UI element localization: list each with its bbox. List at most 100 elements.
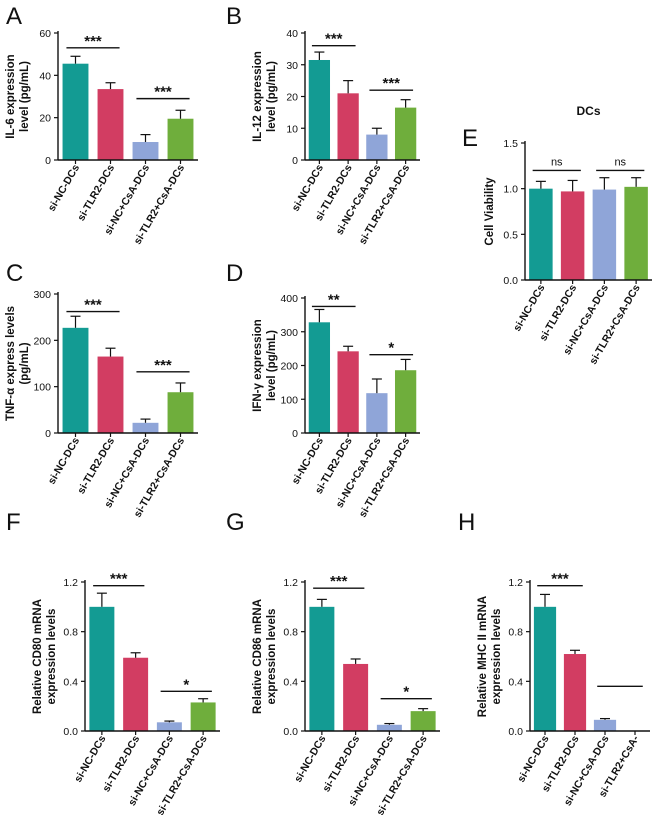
bar-b-3 [366,134,388,160]
panel-label-e: E [462,125,478,152]
y-tick-label-b-2: 20 [286,92,298,104]
y-tick-label-c-1: 100 [33,382,51,394]
bar-g-4 [410,711,436,731]
sig-label-a-2: *** [154,84,172,101]
sig-label-h-1: *** [551,571,569,588]
y-tick-label-b-0: 0 [292,155,298,167]
panel-label-g: G [226,509,245,536]
y-axis-label-f-1: Relative CD80 mRNA [32,599,44,714]
x-tick-label-e-1: si-NC-DCs [511,282,547,333]
bar-f-2 [123,657,149,731]
y-tick-label-e-3: 1.5 [503,138,518,150]
bar-f-4 [190,702,216,731]
bar-e-2 [560,191,585,280]
sig-label-b-2: *** [382,75,400,92]
bar-d-4 [394,370,417,433]
y-axis-label-g-2: expression levels [266,609,278,705]
bar-b-4 [394,107,417,160]
y-tick-label-e-1: 0.5 [503,229,518,241]
panel-label-a: A [6,3,22,30]
panel-g: G0.00.40.81.2si-NC-DCssi-TLR2-DCssi-NC+C… [226,509,440,815]
y-axis-label-a-1: IL-6 expression [5,54,17,138]
bar-d-3 [366,393,388,433]
sig-label-d-2: * [388,340,394,357]
x-tick-label-g-1: si-NC-DCs [292,733,328,784]
y-tick-label-d-4: 400 [280,293,298,305]
bar-d-2 [337,351,359,433]
panel-e: EDCs0.00.51.01.5si-NC-DCssi-TLR2-DCssi-N… [462,104,652,367]
y-tick-label-e-0: 0.0 [503,275,518,287]
bar-h-3 [593,719,617,731]
y-tick-label-e-2: 1.0 [503,184,518,196]
y-tick-label-d-3: 300 [280,327,298,339]
sig-label-e-2: ns [614,156,626,168]
y-tick-label-g-2: 0.8 [283,627,298,639]
y-tick-label-f-1: 0.4 [63,676,78,688]
panel-f: F0.00.40.81.2si-NC-DCssi-TLR2-DCssi-NC+C… [6,509,220,815]
bar-d-1 [308,322,331,433]
bar-f-3 [156,722,182,731]
panel-label-c: C [6,260,23,287]
panel-label-b: B [226,3,242,30]
bar-c-3 [132,422,159,433]
bar-a-4 [167,118,194,160]
bar-e-3 [592,189,617,280]
y-tick-label-c-3: 300 [33,289,51,301]
bar-c-1 [62,327,89,433]
bar-a-2 [97,89,124,160]
panel-label-f: F [6,509,21,536]
y-tick-label-b-3: 30 [286,60,298,72]
y-tick-label-a-3: 60 [39,28,51,40]
y-tick-label-g-3: 1.2 [283,577,298,589]
y-tick-label-b-1: 10 [286,123,298,135]
bar-h-1 [533,606,557,731]
sig-label-c-2: *** [154,357,172,374]
y-tick-label-a-0: 0 [45,155,51,167]
sig-label-c-1: *** [84,297,102,314]
y-axis-label-f-2: expression levels [46,609,58,705]
y-axis-label-h-2: expression levels [491,609,503,705]
y-tick-label-d-1: 100 [280,394,298,406]
y-tick-label-h-3: 1.2 [508,577,523,589]
y-tick-label-c-0: 0 [45,428,51,440]
y-tick-label-a-2: 40 [39,70,51,82]
bar-e-1 [529,188,553,280]
panel-d: D0100200300400si-NC-DCssi-TLR2-DCssi-NC+… [226,260,420,520]
bar-f-1 [89,606,115,731]
panel-a: A0204060si-NC-DCssi-TLR2-DCssi-NC+CsA-DC… [5,3,198,247]
x-tick-label-c-1: si-NC-DCs [46,435,82,486]
sig-label-e-1: ns [551,156,563,168]
y-tick-label-g-1: 0.4 [283,676,298,688]
y-axis-label-h-1: Relative MHC II mRNA [477,596,489,717]
y-axis-label-b-1: IL-12 expression [252,51,264,142]
y-axis-label-e-1: Cell Viability [484,177,496,246]
sig-label-g-1: *** [330,573,348,590]
y-axis-label-g-1: Relative CD86 mRNA [252,599,264,714]
bar-g-1 [309,606,335,731]
y-axis-label-a-2: level (pg/mL) [19,61,31,132]
sig-label-f-1: *** [110,571,128,588]
y-tick-label-c-2: 200 [33,335,51,347]
y-tick-label-f-0: 0.0 [63,726,78,738]
bar-e-4 [624,186,648,280]
panel-label-h: H [458,509,475,536]
y-tick-label-h-0: 0.0 [508,726,523,738]
sig-label-a-1: *** [84,33,102,50]
bar-h-2 [563,654,587,731]
bar-b-1 [308,59,331,160]
panel-b: B010203040si-NC-DCssi-TLR2-DCssi-NC+CsA-… [226,3,420,247]
y-axis-label-d-2: level (pg/mL) [266,330,278,401]
bar-a-3 [132,142,159,160]
y-axis-label-c-2: (pg/mL) [19,342,31,384]
bar-g-2 [343,663,369,731]
sig-label-g-2: * [403,684,409,701]
panel-c: C0100200300si-NC-DCssi-TLR2-DCssi-NC+CsA… [5,260,198,520]
sig-label-d-1: ** [328,291,340,308]
y-tick-label-d-0: 0 [292,428,298,440]
bar-a-1 [62,63,89,160]
y-tick-label-b-4: 40 [286,28,298,40]
x-tick-label-a-1: si-NC-DCs [46,162,82,213]
sig-label-f-2: * [183,676,189,693]
bar-g-3 [376,724,402,731]
bar-b-2 [337,93,359,160]
